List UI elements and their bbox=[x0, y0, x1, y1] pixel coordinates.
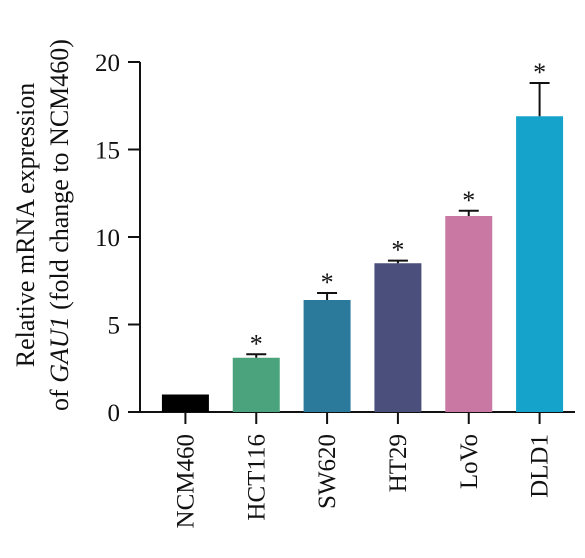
x-tick-label-sw620: SW620 bbox=[314, 434, 341, 509]
bars bbox=[161, 116, 564, 412]
x-axis bbox=[140, 411, 575, 424]
bar-sw620 bbox=[303, 300, 351, 412]
x-tick-label-ncm460: NCM460 bbox=[172, 434, 199, 528]
x-tick-label-hct116: HCT116 bbox=[243, 434, 270, 521]
y-tick-label: 0 bbox=[108, 400, 121, 427]
y-axis-title-prefix: of bbox=[45, 383, 74, 411]
y-axis-title-gene: GAU1 bbox=[45, 316, 74, 382]
x-tick-labels: NCM460 HCT116 SW620 HT29 LoVo DLD1 bbox=[172, 434, 553, 528]
bar-ht29 bbox=[374, 263, 422, 412]
bar-lovo bbox=[445, 216, 493, 412]
y-axis-title-line2: of GAU1 (fold change to NCM460) bbox=[45, 39, 74, 411]
y-axis-title: Relative mRNA expression of GAU1 (fold c… bbox=[11, 39, 74, 411]
bar-hct116 bbox=[232, 357, 280, 412]
y-tick-label: 20 bbox=[95, 50, 120, 77]
y-axis: 0 5 10 15 20 bbox=[95, 50, 141, 427]
significance-star-sw620: * bbox=[321, 268, 334, 297]
error-bars bbox=[246, 82, 550, 358]
x-tick-label-ht29: HT29 bbox=[385, 434, 412, 492]
y-tick-label: 15 bbox=[95, 138, 120, 165]
y-axis-title-line1: Relative mRNA expression bbox=[11, 83, 40, 368]
y-axis-title-suffix: (fold change to NCM460) bbox=[45, 39, 74, 316]
significance-star-lovo: * bbox=[462, 186, 475, 215]
bar-dld1 bbox=[516, 116, 564, 412]
significance-star-dld1: * bbox=[533, 58, 546, 87]
x-tick-label-lovo: LoVo bbox=[456, 434, 483, 489]
bar-ncm460 bbox=[161, 394, 209, 412]
y-tick-label: 5 bbox=[108, 313, 121, 340]
significance-markers: * * * * * bbox=[250, 58, 546, 358]
significance-star-hct116: * bbox=[250, 329, 263, 358]
significance-star-ht29: * bbox=[391, 236, 404, 265]
y-tick-label: 10 bbox=[95, 225, 120, 252]
x-tick-label-dld1: DLD1 bbox=[527, 434, 554, 498]
